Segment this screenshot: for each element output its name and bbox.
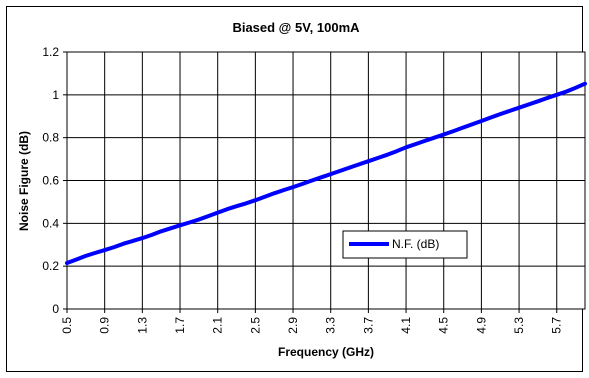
y-tick-label: 1	[52, 88, 59, 102]
y-tick-label: 0.4	[42, 216, 59, 230]
x-tick-label: 5.3	[512, 317, 526, 334]
series-line-nf	[65, 81, 587, 265]
x-tick-label: 4.1	[399, 317, 413, 334]
x-tick-label: 0.5	[60, 317, 74, 334]
y-tick-label: 0	[52, 302, 59, 316]
x-tick-label: 3.3	[324, 317, 338, 334]
series-layer	[65, 81, 587, 265]
gridlines	[67, 52, 585, 309]
x-tick-label: 2.5	[248, 317, 262, 334]
y-tick-label: 0.8	[42, 131, 59, 145]
y-axis-ticks: 0 0.2 0.4 0.6 0.8 1 1.2	[42, 45, 67, 316]
y-tick-label: 0.2	[42, 259, 59, 273]
x-tick-label: 0.9	[98, 317, 112, 334]
x-tick-label: 4.9	[474, 317, 488, 334]
x-tick-label: 3.7	[361, 317, 375, 334]
x-axis-title: Frequency (GHz)	[278, 345, 374, 359]
chart-title: Biased @ 5V, 100mA	[232, 20, 360, 35]
x-tick-label: 1.7	[173, 317, 187, 334]
legend-label-nf: N.F. (dB)	[392, 237, 439, 251]
y-tick-label: 0.6	[42, 174, 59, 188]
x-tick-label: 4.5	[437, 317, 451, 334]
x-axis-ticks: 0.5 0.9 1.3 1.7 2.1 2.5 2.9 3.3 3.7 4.1 4.5 4.9 5.3 5…	[60, 309, 564, 334]
y-axis-title: Noise Figure (dB)	[17, 131, 31, 231]
legend: N.F. (dB)	[342, 230, 468, 259]
y-tick-label: 1.2	[42, 45, 59, 59]
x-tick-label: 1.3	[135, 317, 149, 334]
x-tick-label: 2.1	[211, 317, 225, 334]
x-tick-label: 5.7	[550, 317, 564, 334]
x-tick-label: 2.9	[286, 317, 300, 334]
